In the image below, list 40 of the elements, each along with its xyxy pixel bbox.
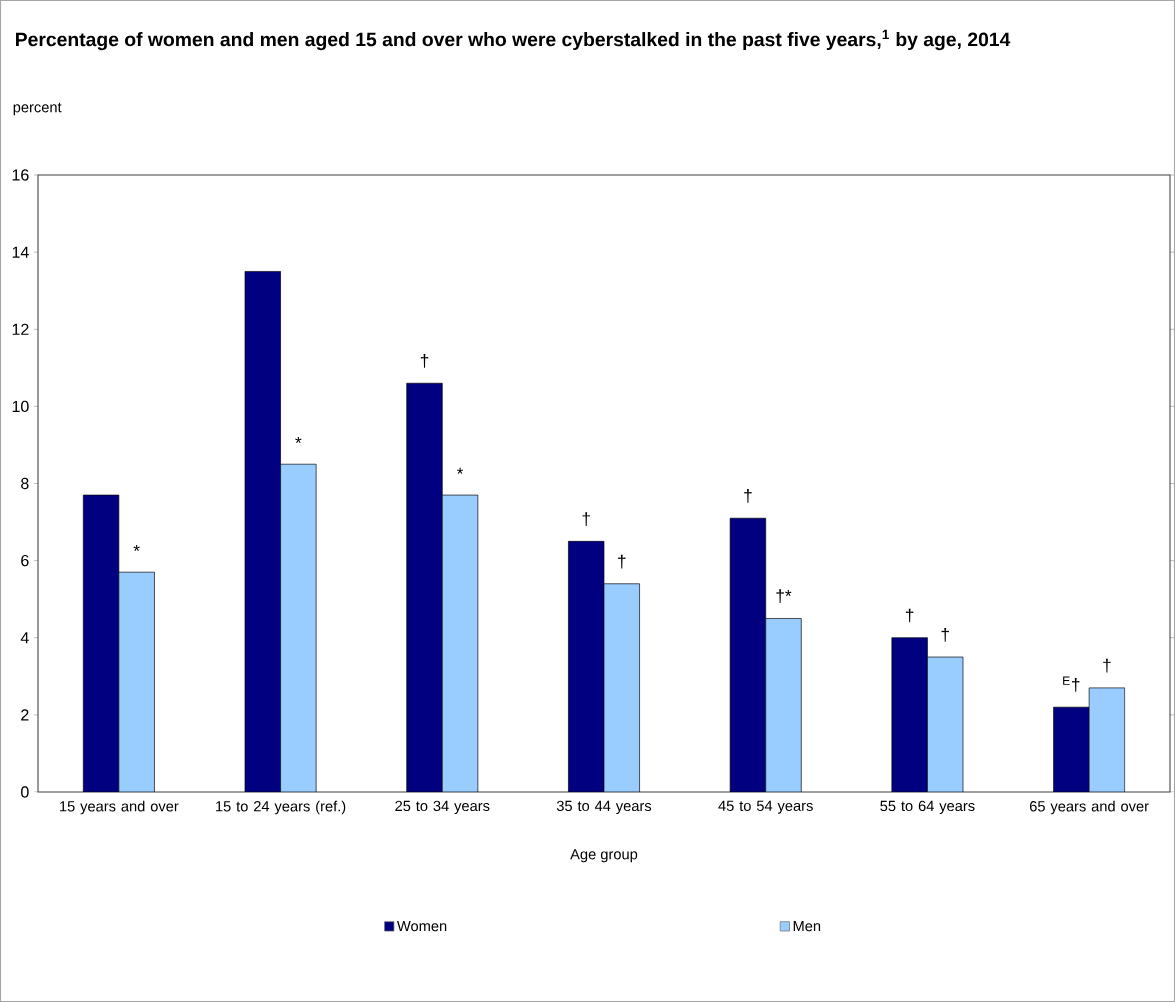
bar [891,637,928,792]
y-tick-label: 14 [12,246,29,258]
y-axis-title: percent [13,102,62,116]
annotation: †* [776,589,792,604]
y-tick-label: 0 [21,786,29,798]
x-tick-label: 65 years and over [1029,800,1149,815]
x-tick-label: 45 to 54 years [718,800,813,814]
annotation: † [744,489,752,503]
bar [82,494,120,792]
x-tick-label: 55 to 64 years [880,800,975,814]
x-tick-label: 25 to 34 years [395,800,490,814]
annotation: $^{E}$† [1063,676,1080,692]
annotation: † [1103,658,1111,673]
annotation: † [941,627,949,642]
legend-label: Men [793,921,821,932]
chart-title: Percentage of women and men aged 15 and over who were cyberstalked in the past five years,$^{1}$ by age, 2014 [16,29,1011,51]
x-tick-label: 35 to 44 years [556,800,652,814]
bar [1053,706,1090,792]
bar [729,517,767,792]
x-tick-label: 15 years and over [60,800,179,815]
annotation: * [295,436,302,444]
y-tick-label: 4 [20,632,29,644]
y-tick-label: 10 [12,400,29,413]
x-tick-label: 15 to 24 years (ref.) [216,800,346,815]
bar [244,271,281,792]
y-tick-label: 6 [21,554,29,567]
y-tick-label: 2 [21,709,29,721]
annotation: † [582,512,590,526]
bar [568,541,605,792]
annotation: † [905,608,914,623]
annotation: † [420,354,429,368]
y-tick-label: 8 [21,477,29,490]
legend-label: Women [397,921,447,932]
x-axis-title: Age group [570,849,638,863]
annotation: * [456,467,464,474]
y-tick-label: 12 [12,323,29,335]
y-tick-label: 16 [12,169,29,181]
annotation: † [618,554,626,569]
bar [406,382,443,792]
annotation: * [133,544,140,551]
